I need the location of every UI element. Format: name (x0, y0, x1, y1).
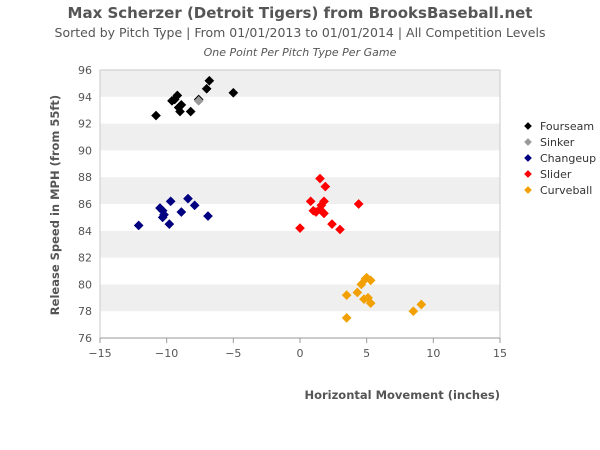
fourseam-point (201, 83, 212, 94)
chart-subtitle: Sorted by Pitch Type | From 01/01/2013 t… (55, 25, 546, 40)
curveball-point (352, 287, 363, 298)
y-tick-label: 88 (78, 171, 92, 184)
legend-marker-curveball (524, 186, 532, 194)
x-tick-label: −10 (155, 347, 178, 360)
changeup-point (157, 212, 168, 223)
y-tick-label: 90 (78, 144, 92, 157)
x-tick-label: −5 (225, 347, 241, 360)
grid-band (100, 96, 500, 124)
slider-point (327, 219, 337, 230)
slider-point (335, 224, 345, 235)
changeup-point (203, 211, 213, 222)
curveball-point (361, 272, 372, 283)
fourseam-point (172, 90, 183, 101)
y-tick-label: 94 (78, 91, 92, 104)
slider-point (305, 196, 316, 207)
data-points (133, 75, 427, 323)
y-tick-label: 82 (78, 252, 92, 265)
curveball-point (365, 298, 376, 309)
y-tick-label: 86 (78, 198, 92, 211)
fourseam-point (228, 87, 239, 98)
legend-label-fourseam: Fourseam (540, 120, 594, 133)
grid-band (100, 123, 500, 151)
y-tick-label: 80 (78, 278, 92, 291)
y-tick-label: 76 (78, 332, 92, 345)
slider-point (319, 208, 329, 219)
changeup-point (189, 200, 200, 211)
fourseam-point (151, 110, 161, 121)
x-tick-label: 0 (297, 347, 304, 360)
legend-label-changeup: Changeup (540, 152, 596, 165)
grid-band (100, 177, 500, 204)
slider-point (315, 173, 325, 184)
legend-marker-changeup (524, 154, 532, 162)
grid-band (100, 257, 500, 285)
legend: Fourseam Sinker Changeup Slider Curveball (524, 120, 596, 197)
y-axis-title: Release Speed in MPH (from 55ft) (48, 95, 62, 315)
x-tick-label: 10 (426, 347, 440, 360)
x-axis-title: Horizontal Movement (inches) (304, 388, 500, 402)
grid-band (100, 150, 500, 178)
curveball-point (365, 275, 376, 286)
grid-band (100, 284, 500, 312)
changeup-point (165, 196, 176, 207)
curveball-point (416, 299, 427, 310)
y-tick-label: 92 (78, 118, 92, 131)
x-tick-label: 5 (363, 347, 370, 360)
chart-title: Max Scherzer (Detroit Tigers) from Brook… (68, 4, 533, 22)
curveball-point (341, 312, 352, 323)
grid-band (100, 70, 500, 97)
changeup-point (133, 220, 144, 231)
fourseam-point (204, 75, 215, 86)
fourseam-point (185, 106, 196, 117)
legend-label-slider: Slider (540, 168, 572, 181)
grid-band (100, 311, 500, 338)
fourseam-point (175, 106, 185, 117)
slider-point (320, 181, 331, 192)
chart-note: One Point Per Pitch Type Per Game (204, 46, 397, 59)
fourseam-point (176, 99, 187, 110)
x-axis: −15 −10 −5 0 5 10 15 (88, 338, 507, 360)
y-tick-label: 96 (78, 64, 92, 77)
x-tick-label: 15 (493, 347, 507, 360)
sinker-point (193, 95, 204, 106)
slider-point (319, 196, 329, 207)
legend-marker-slider (524, 170, 532, 178)
curveball-point (341, 290, 352, 301)
changeup-point (183, 193, 193, 204)
y-axis: 76 78 80 82 84 86 88 90 92 94 96 (78, 64, 92, 345)
legend-label-curveball: Curveball (540, 184, 592, 197)
changeup-point (164, 219, 175, 230)
x-tick-label: −15 (88, 347, 111, 360)
y-tick-label: 78 (78, 305, 92, 318)
legend-marker-fourseam (524, 122, 532, 130)
y-tick-label: 84 (78, 225, 92, 238)
slider-point (295, 223, 305, 234)
slider-point (353, 199, 364, 209)
grid-band (100, 230, 500, 258)
changeup-point (176, 207, 187, 217)
curveball-point (408, 306, 419, 317)
legend-marker-sinker (524, 138, 532, 146)
legend-label-sinker: Sinker (540, 136, 575, 149)
